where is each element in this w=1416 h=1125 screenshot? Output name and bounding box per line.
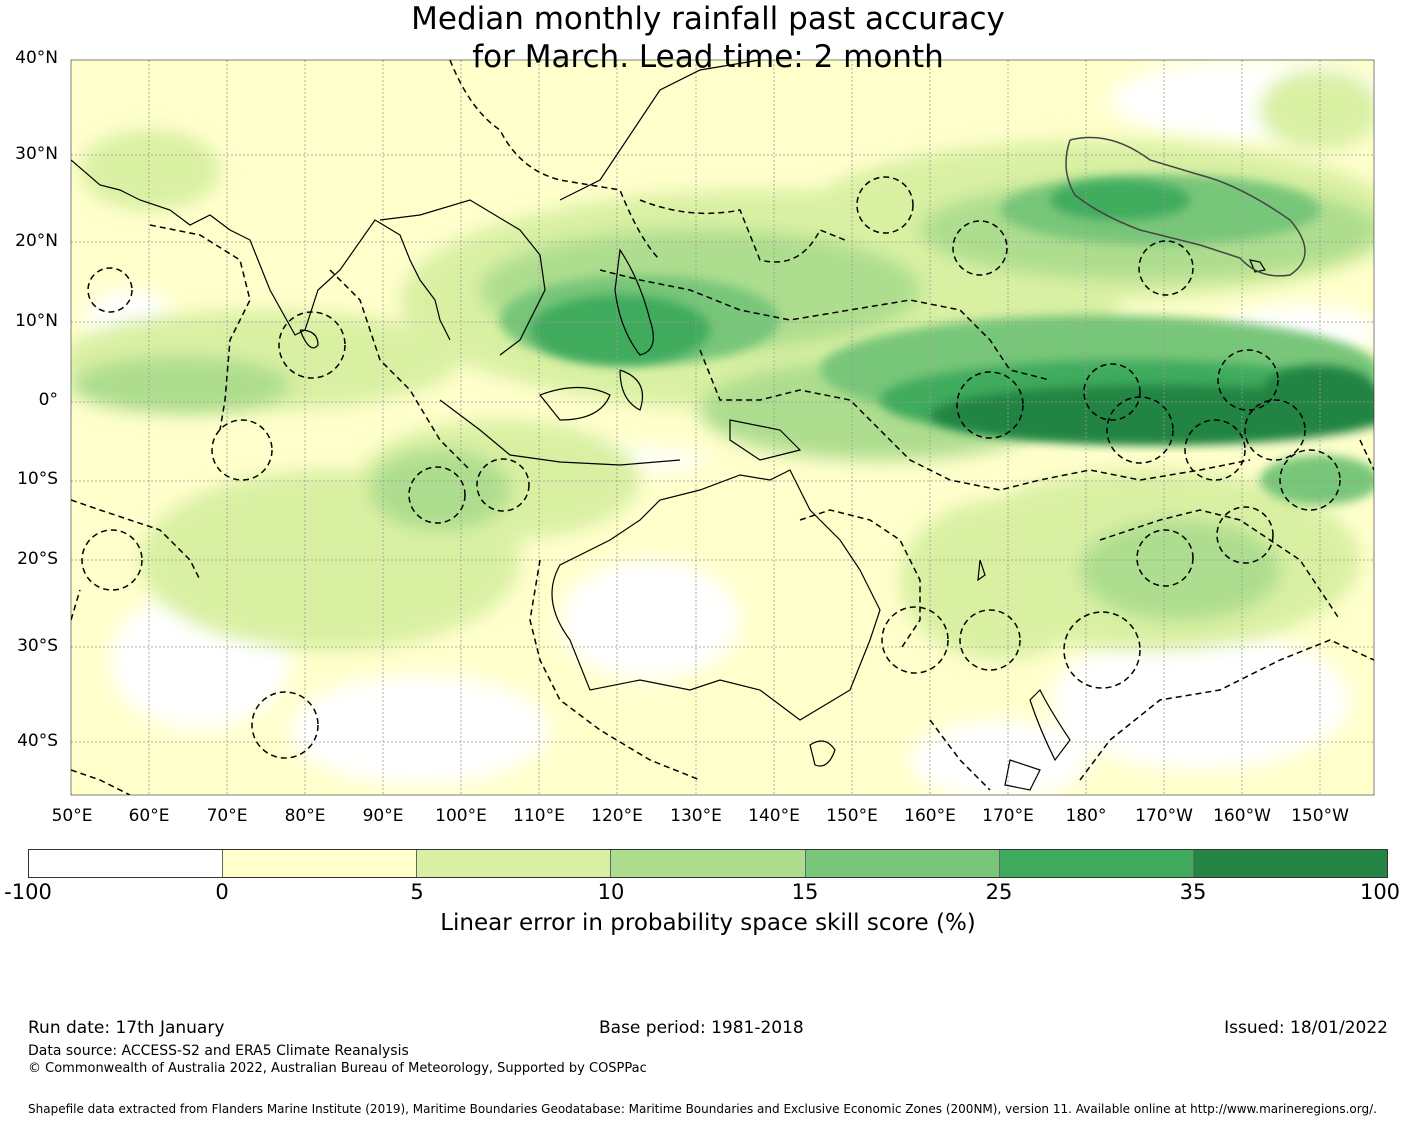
lon-label: 60°E bbox=[128, 806, 170, 826]
colorbar-tick-label: 10 bbox=[597, 880, 625, 904]
colorbar-segment bbox=[805, 850, 1000, 877]
issued-date: Issued: 18/01/2022 bbox=[1224, 1018, 1388, 1038]
lon-label: 150°E bbox=[826, 806, 878, 826]
colorbar-tick-label: 100 bbox=[1359, 880, 1401, 904]
lat-label: 0° bbox=[38, 390, 58, 410]
colorbar-segment bbox=[29, 850, 224, 877]
map-title-line2: for March. Lead time: 2 month bbox=[472, 39, 944, 75]
lat-label: 30°N bbox=[15, 144, 58, 164]
run-date: Run date: 17th January bbox=[28, 1018, 225, 1038]
colorbar-segment bbox=[611, 850, 806, 877]
colorbar-segment bbox=[417, 850, 612, 877]
colorbar-tick-label: 15 bbox=[791, 880, 819, 904]
rainfall-skill-map bbox=[70, 59, 1375, 796]
lon-label: 170°E bbox=[982, 806, 1034, 826]
data-source: Data source: ACCESS-S2 and ERA5 Climate … bbox=[28, 1043, 409, 1059]
coastlines bbox=[71, 60, 1266, 791]
colorbar-tick-label: 25 bbox=[985, 880, 1013, 904]
lat-label: 40°N bbox=[15, 48, 58, 68]
base-period: Base period: 1981-2018 bbox=[599, 1018, 804, 1038]
colorbar-tick-label: 0 bbox=[215, 880, 229, 904]
lat-label: 10°S bbox=[17, 469, 58, 489]
colorbar-tick-label: 35 bbox=[1179, 880, 1207, 904]
colorbar-tick-label: 5 bbox=[410, 880, 424, 904]
lat-label: 40°S bbox=[17, 731, 58, 751]
eez-boundaries bbox=[71, 60, 1374, 795]
lat-label: 20°S bbox=[17, 549, 58, 569]
map-title-line1: Median monthly rainfall past accuracy bbox=[411, 1, 1005, 37]
lon-label: 70°E bbox=[206, 806, 248, 826]
colorbar-segment bbox=[999, 850, 1194, 877]
shapefile-credit: Shapefile data extracted from Flanders M… bbox=[28, 1102, 1377, 1116]
lon-label: 110°E bbox=[513, 806, 565, 826]
lon-label: 50°E bbox=[51, 806, 93, 826]
lon-label: 160°E bbox=[904, 806, 956, 826]
graticule bbox=[71, 60, 1374, 795]
lon-label: 80°E bbox=[284, 806, 326, 826]
lon-label: 120°E bbox=[591, 806, 643, 826]
lon-label: 150°W bbox=[1291, 806, 1349, 826]
lon-label: 100°E bbox=[435, 806, 487, 826]
lon-label: 170°W bbox=[1135, 806, 1193, 826]
lon-label: 180° bbox=[1065, 806, 1107, 826]
colorbar bbox=[28, 849, 1388, 878]
lon-label: 130°E bbox=[670, 806, 722, 826]
skill-field bbox=[71, 60, 1374, 795]
colorbar-segment bbox=[223, 850, 418, 877]
lon-label: 160°W bbox=[1213, 806, 1271, 826]
lon-label: 90°E bbox=[362, 806, 404, 826]
lon-label: 140°E bbox=[748, 806, 800, 826]
lat-label: 20°N bbox=[15, 231, 58, 251]
colorbar-segment bbox=[1193, 850, 1387, 877]
lat-label: 30°S bbox=[17, 636, 58, 656]
lat-label: 10°N bbox=[15, 311, 58, 331]
colorbar-label: Linear error in probability space skill … bbox=[440, 910, 976, 936]
copyright: © Commonwealth of Australia 2022, Austra… bbox=[28, 1061, 647, 1076]
colorbar-tick-label: -100 bbox=[4, 880, 52, 904]
